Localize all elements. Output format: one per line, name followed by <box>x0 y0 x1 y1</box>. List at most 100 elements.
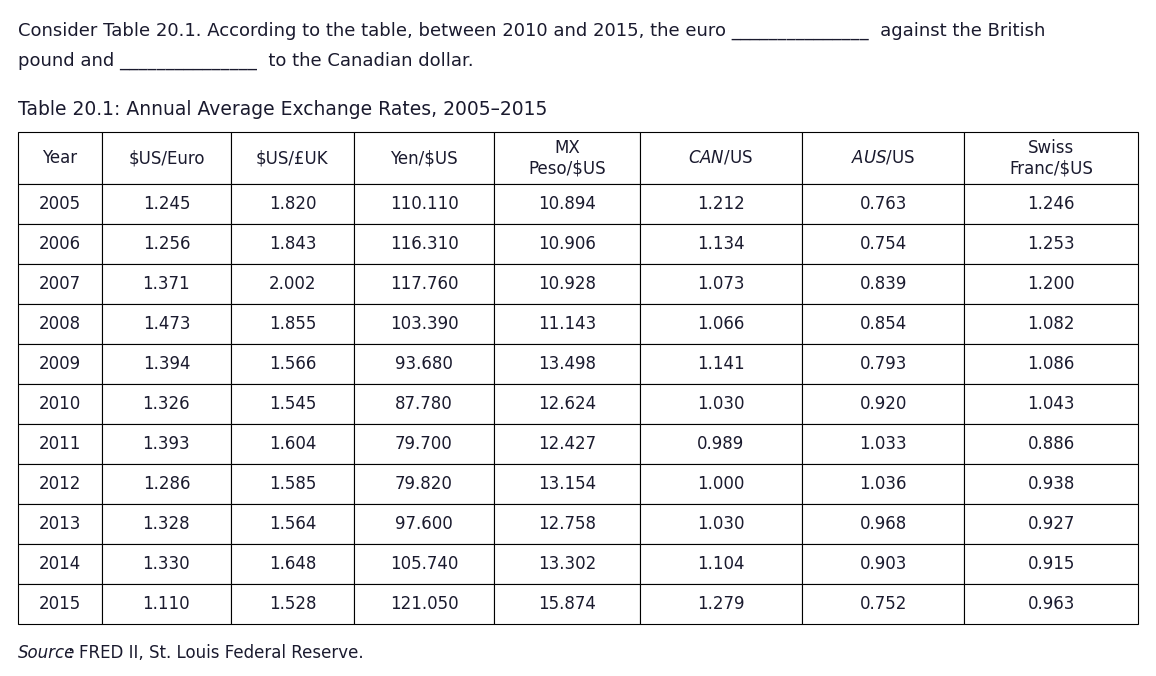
Text: 1.246: 1.246 <box>1028 195 1075 213</box>
Bar <box>802 384 964 424</box>
Text: 2013: 2013 <box>39 515 81 533</box>
Text: Consider Table 20.1. According to the table, between 2010 and 2015, the euro ___: Consider Table 20.1. According to the ta… <box>18 22 1045 41</box>
Text: 103.390: 103.390 <box>390 315 458 333</box>
Text: 1.066: 1.066 <box>697 315 744 333</box>
Text: $AUS/$US: $AUS/$US <box>851 149 916 167</box>
Text: : FRED II, St. Louis Federal Reserve.: : FRED II, St. Louis Federal Reserve. <box>68 644 364 662</box>
Bar <box>494 184 639 224</box>
Text: 1.330: 1.330 <box>142 555 191 573</box>
Bar <box>231 584 354 624</box>
Bar <box>802 184 964 224</box>
Bar <box>231 464 354 504</box>
Text: 1.141: 1.141 <box>697 355 744 373</box>
Bar <box>18 464 102 504</box>
Text: 1.528: 1.528 <box>268 595 316 613</box>
Bar <box>231 184 354 224</box>
Bar <box>231 344 354 384</box>
Bar <box>639 264 802 304</box>
Text: 1.545: 1.545 <box>268 395 316 413</box>
Text: 1.256: 1.256 <box>142 235 190 253</box>
Bar <box>802 424 964 464</box>
Bar <box>102 344 231 384</box>
Bar <box>964 132 1138 184</box>
Bar <box>964 424 1138 464</box>
Text: 1.033: 1.033 <box>859 435 907 453</box>
Text: 15.874: 15.874 <box>538 595 595 613</box>
Text: 0.763: 0.763 <box>860 195 907 213</box>
Bar <box>102 584 231 624</box>
Text: 1.043: 1.043 <box>1028 395 1075 413</box>
Text: 1.648: 1.648 <box>268 555 316 573</box>
Bar <box>18 504 102 544</box>
Bar <box>18 184 102 224</box>
Text: pound and _______________  to the Canadian dollar.: pound and _______________ to the Canadia… <box>18 52 474 70</box>
Bar <box>102 384 231 424</box>
Text: 12.427: 12.427 <box>538 435 595 453</box>
Bar <box>354 544 494 584</box>
Text: 0.920: 0.920 <box>860 395 907 413</box>
Bar <box>231 424 354 464</box>
Bar <box>964 544 1138 584</box>
Text: 1.082: 1.082 <box>1028 315 1075 333</box>
Bar <box>18 304 102 344</box>
Text: Yen/$US: Yen/$US <box>391 149 458 167</box>
Text: 2015: 2015 <box>39 595 81 613</box>
Text: 13.154: 13.154 <box>538 475 595 493</box>
Text: 1.328: 1.328 <box>142 515 191 533</box>
Text: 0.915: 0.915 <box>1028 555 1075 573</box>
Text: 0.793: 0.793 <box>860 355 907 373</box>
Text: 0.754: 0.754 <box>860 235 906 253</box>
Text: 1.585: 1.585 <box>268 475 316 493</box>
Bar <box>102 544 231 584</box>
Bar <box>18 132 102 184</box>
Bar <box>102 184 231 224</box>
Text: 0.989: 0.989 <box>697 435 744 453</box>
Bar <box>964 504 1138 544</box>
Text: 1.473: 1.473 <box>142 315 190 333</box>
Bar <box>494 132 639 184</box>
Text: 105.740: 105.740 <box>390 555 458 573</box>
Bar <box>494 504 639 544</box>
Text: 0.938: 0.938 <box>1028 475 1075 493</box>
Bar <box>964 264 1138 304</box>
Bar <box>354 464 494 504</box>
Text: 110.110: 110.110 <box>390 195 459 213</box>
Text: 0.854: 0.854 <box>860 315 906 333</box>
Text: Year: Year <box>43 149 77 167</box>
Bar <box>354 132 494 184</box>
Text: 1.286: 1.286 <box>142 475 190 493</box>
Text: 1.843: 1.843 <box>268 235 316 253</box>
Text: 2005: 2005 <box>39 195 81 213</box>
Bar <box>494 464 639 504</box>
Text: 1.073: 1.073 <box>697 275 744 293</box>
Text: 0.968: 0.968 <box>860 515 906 533</box>
Bar <box>102 224 231 264</box>
Bar <box>639 504 802 544</box>
Text: Swiss: Swiss <box>1028 139 1074 157</box>
Bar <box>802 464 964 504</box>
Text: Source: Source <box>18 644 75 662</box>
Text: 1.030: 1.030 <box>697 515 744 533</box>
Bar <box>102 464 231 504</box>
Text: 1.326: 1.326 <box>142 395 191 413</box>
Text: 2014: 2014 <box>39 555 81 573</box>
Text: 97.600: 97.600 <box>395 515 453 533</box>
Bar <box>18 264 102 304</box>
Text: 1.393: 1.393 <box>142 435 191 453</box>
Bar <box>964 584 1138 624</box>
Text: 1.566: 1.566 <box>268 355 316 373</box>
Bar <box>18 384 102 424</box>
Text: 1.279: 1.279 <box>697 595 744 613</box>
Text: 1.104: 1.104 <box>697 555 744 573</box>
Bar <box>964 384 1138 424</box>
Text: 0.927: 0.927 <box>1028 515 1075 533</box>
Bar <box>964 464 1138 504</box>
Text: 2009: 2009 <box>39 355 81 373</box>
Bar <box>18 584 102 624</box>
Bar <box>964 304 1138 344</box>
Bar <box>354 304 494 344</box>
Text: 79.700: 79.700 <box>395 435 453 453</box>
Bar <box>639 344 802 384</box>
Bar <box>639 464 802 504</box>
Bar <box>102 504 231 544</box>
